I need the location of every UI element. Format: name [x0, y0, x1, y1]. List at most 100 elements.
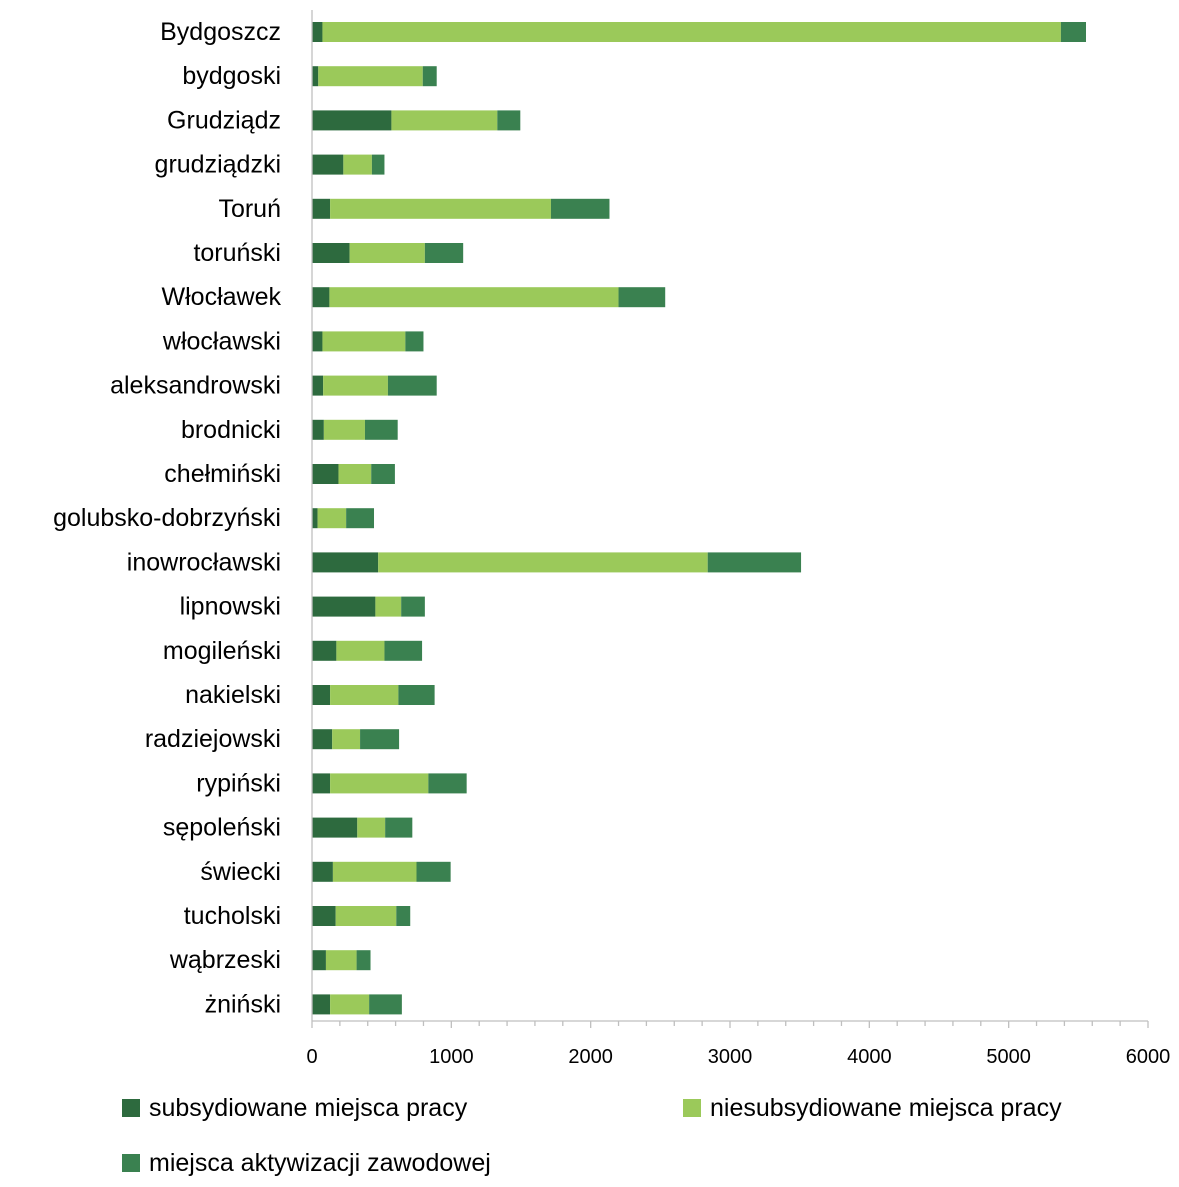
bar-segment-aleksandrowski-series-2 — [323, 375, 388, 396]
bar-segment-brodnicki-series-2 — [323, 419, 365, 440]
bar-segment-grudziadzki-series-2 — [343, 154, 372, 175]
bar-segment-radziejowski-series-1 — [312, 729, 333, 750]
bar-segment-swiecki-series-1 — [312, 861, 333, 882]
category-label-wloclawek: Włocławek — [162, 283, 282, 311]
category-label-bydgoszcz: Bydgoszcz — [160, 18, 281, 46]
bar-segment-chelminski-series-1 — [312, 464, 339, 484]
legend-label-2: niesubsydiowane miejsca pracy — [710, 1094, 1062, 1122]
bar-segment-inowroclawski-series-1 — [312, 552, 379, 573]
bar-segment-zninski-series-3 — [369, 994, 402, 1015]
bar-segment-lipnowski-series-2 — [375, 596, 402, 617]
bar-segment-radziejowski-series-2 — [332, 729, 361, 750]
bar-segment-swiecki-series-3 — [416, 861, 451, 882]
bar-segment-torunski-series-3 — [424, 243, 464, 263]
legend: subsydiowane miejsca pracy niesubsydiowan… — [122, 1094, 1062, 1177]
category-label-grudziadzki: grudziądzki — [155, 151, 281, 179]
bar-segment-chelminski-series-3 — [371, 464, 395, 484]
bar-segment-wabrzeski-series-2 — [325, 950, 357, 971]
category-label-aleksandrowski: aleksandrowski — [110, 372, 281, 400]
legend-label-1: subsydiowane miejsca pracy — [149, 1094, 468, 1122]
bar-segment-chelminski-series-2 — [338, 464, 372, 484]
legend-swatch-3 — [122, 1154, 140, 1172]
bar-segment-mogilenski-series-3 — [384, 640, 423, 661]
bar-segment-tucholski-series-2 — [335, 906, 397, 926]
x-tick-label-2000: 2000 — [568, 1046, 613, 1068]
bar-segment-rypinski-series-3 — [428, 773, 467, 794]
bar-segment-wabrzeski-series-1 — [312, 950, 326, 971]
bar-segment-sepolenski-series-3 — [385, 817, 413, 838]
bar-segment-bydgoszcz-series-3 — [1060, 22, 1086, 42]
bar-segment-rypinski-series-2 — [330, 773, 429, 794]
bar-segment-wloclawski-series-3 — [405, 331, 424, 352]
bar-segment-aleksandrowski-series-1 — [312, 375, 324, 396]
bar-segment-brodnicki-series-1 — [312, 419, 324, 440]
category-label-nakielski: nakielski — [185, 681, 281, 709]
bar-segment-wloclawski-series-2 — [322, 331, 406, 352]
category-label-bydgoski: bydgoski — [182, 62, 281, 90]
x-tick-label-5000: 5000 — [986, 1046, 1031, 1068]
bar-segment-bydgoszcz-series-1 — [312, 22, 323, 42]
category-labels: Bydgoszcz bydgoski Grudziądz grudziądzki Tor… — [53, 18, 281, 1018]
bar-segment-wloclawski-series-1 — [312, 331, 323, 352]
bar-segment-nakielski-series-3 — [398, 685, 435, 705]
category-label-torunski: toruński — [193, 239, 281, 267]
bar-segment-grudziadz-series-2 — [391, 110, 498, 131]
category-label-sepolenski: sępoleński — [163, 814, 281, 842]
category-label-torun: Toruń — [218, 195, 281, 223]
bar-segment-wloclawek-series-1 — [312, 287, 330, 308]
bar-segment-brodnicki-series-3 — [364, 419, 398, 440]
legend-label-3: miejsca aktywizacji zawodowej — [149, 1149, 491, 1177]
category-label-chelminski: chełmiński — [164, 460, 281, 488]
bar-segment-swiecki-series-2 — [332, 861, 417, 882]
bar-segment-mogilenski-series-2 — [336, 640, 385, 661]
category-label-brodnicki: brodnicki — [181, 416, 281, 444]
bar-segment-lipnowski-series-3 — [401, 596, 425, 617]
bar-segment-lipnowski-series-1 — [312, 596, 376, 617]
bar-segment-grudziadz-series-3 — [497, 110, 521, 131]
x-axis: 0 1000 2000 3000 4000 5000 6000 — [306, 10, 1170, 1068]
bar-segment-bydgoski-series-1 — [312, 66, 319, 87]
category-label-wloclawski: włocławski — [162, 327, 281, 355]
bar-segment-golubsko-dobrzynski-series-1 — [312, 508, 318, 529]
bar-segment-nakielski-series-1 — [312, 685, 331, 705]
x-tick-label-3000: 3000 — [708, 1046, 753, 1068]
bar-segment-grudziadzki-series-1 — [312, 154, 344, 175]
bar-segment-tucholski-series-3 — [396, 906, 411, 926]
category-label-swiecki: świecki — [200, 858, 281, 886]
x-tick-label-4000: 4000 — [847, 1046, 892, 1068]
bar-segment-torun-series-2 — [330, 198, 551, 219]
bar-segment-bydgoszcz-series-2 — [322, 22, 1061, 42]
bar-segment-grudziadzki-series-3 — [371, 154, 385, 175]
category-label-radziejowski: radziejowski — [145, 725, 281, 753]
x-tick-label-0: 0 — [306, 1046, 317, 1068]
bar-segment-nakielski-series-2 — [330, 685, 399, 705]
bar-segment-grudziadz-series-1 — [312, 110, 392, 131]
bar-segment-bydgoski-series-2 — [318, 66, 423, 87]
bar-segment-mogilenski-series-1 — [312, 640, 337, 661]
bar-segment-wabrzeski-series-3 — [356, 950, 371, 971]
category-label-lipnowski: lipnowski — [180, 593, 281, 621]
bar-segment-inowroclawski-series-3 — [707, 552, 802, 573]
bar-segment-wloclawek-series-2 — [329, 287, 619, 308]
bar-segment-torun-series-3 — [550, 198, 610, 219]
bar-segment-zninski-series-1 — [312, 994, 331, 1015]
bar-segment-bydgoski-series-3 — [422, 66, 437, 87]
category-label-tucholski: tucholski — [184, 902, 281, 930]
category-label-rypinski: rypiński — [196, 769, 281, 797]
bars-layer — [312, 22, 1086, 1015]
category-label-golubsko-dobrzynski: golubsko-dobrzyński — [53, 504, 281, 532]
x-tick-label-1000: 1000 — [429, 1046, 474, 1068]
bar-segment-golubsko-dobrzynski-series-3 — [346, 508, 375, 529]
bar-segment-inowroclawski-series-2 — [378, 552, 708, 573]
bar-segment-torun-series-1 — [312, 198, 331, 219]
bar-segment-torunski-series-1 — [312, 243, 350, 263]
bar-segment-wloclawek-series-3 — [618, 287, 666, 308]
bar-segment-torunski-series-2 — [349, 243, 425, 263]
category-label-grudziadz: Grudziądz — [167, 106, 281, 134]
legend-swatch-1 — [122, 1099, 140, 1117]
legend-swatch-2 — [683, 1099, 701, 1117]
category-label-inowroclawski: inowrocławski — [127, 548, 281, 576]
bar-segment-zninski-series-2 — [330, 994, 370, 1015]
bar-segment-golubsko-dobrzynski-series-2 — [317, 508, 347, 529]
